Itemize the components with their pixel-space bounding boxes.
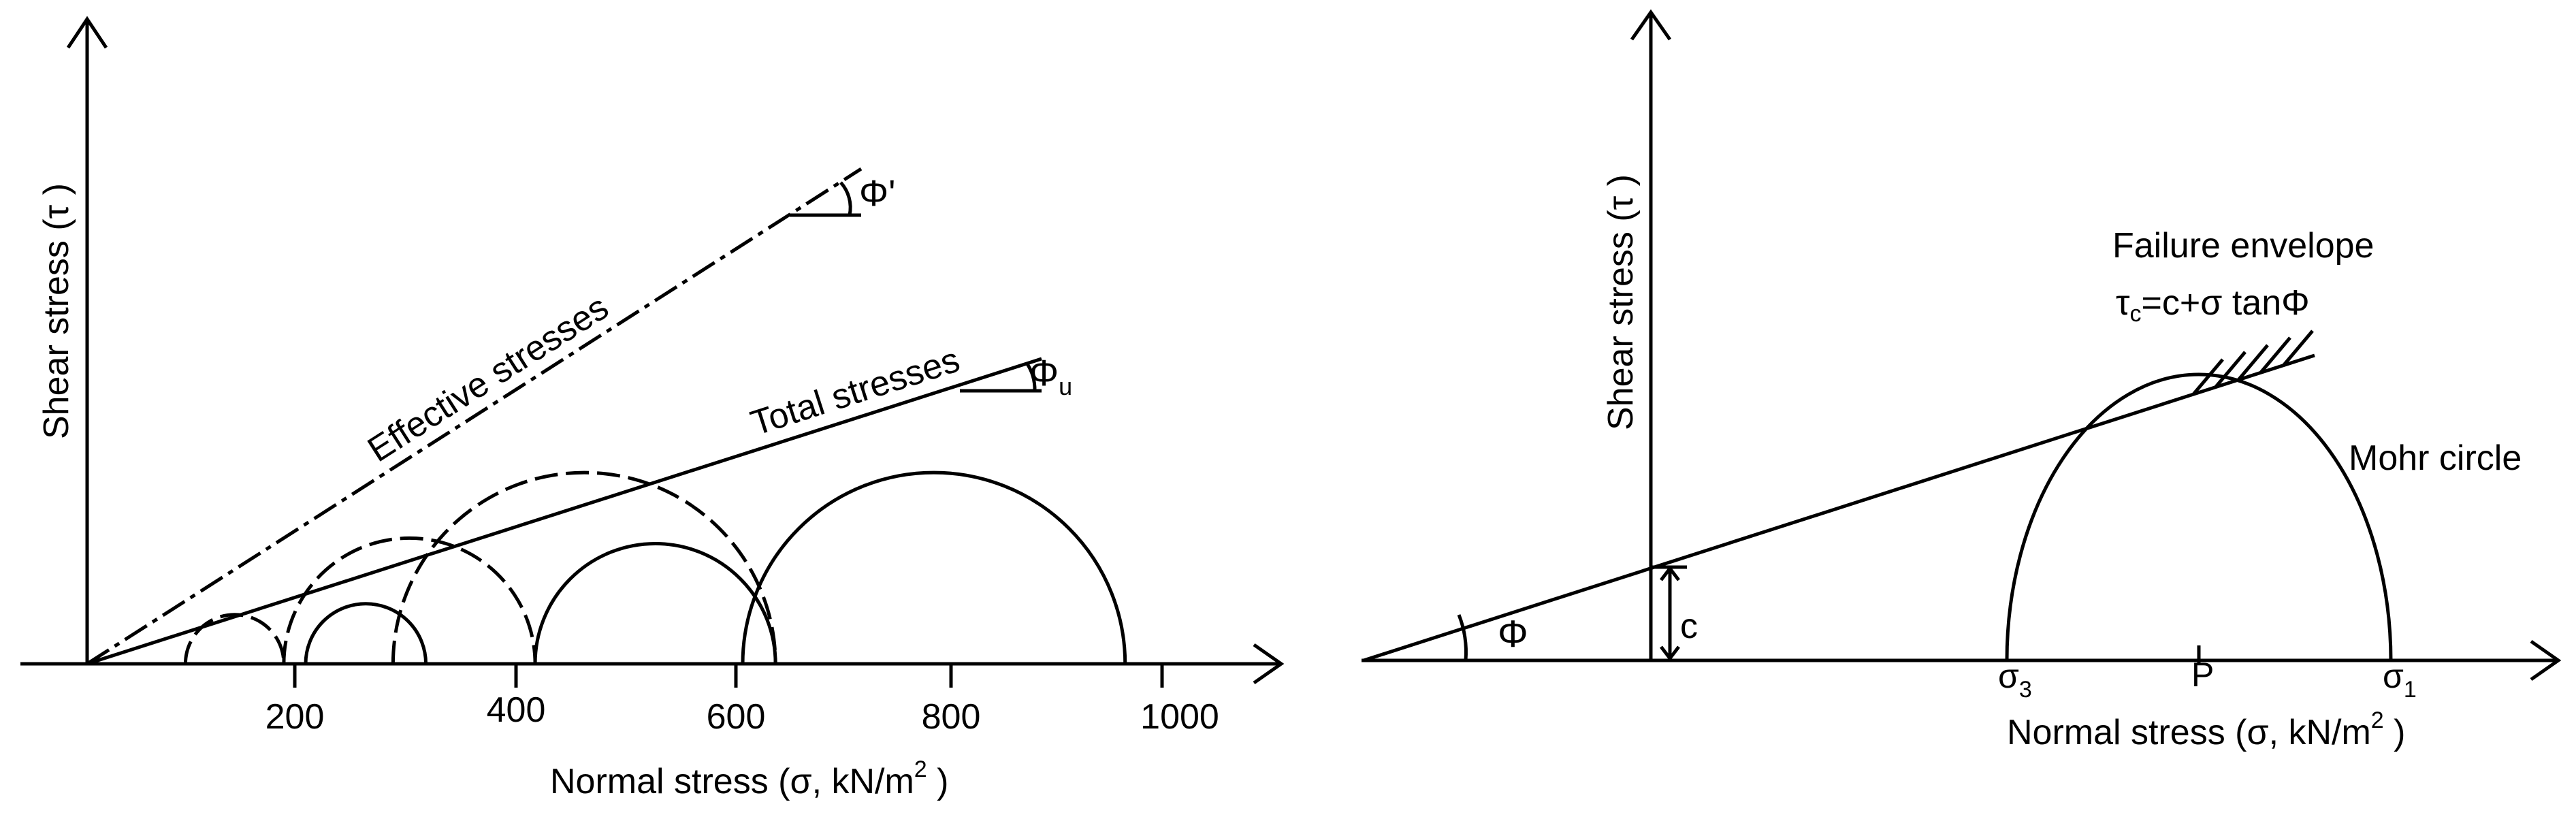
sigma3-label: σ3	[1998, 657, 2032, 703]
left-x-axis-arrow	[1253, 643, 1285, 685]
phi-arc	[1457, 614, 1468, 661]
mohr-circles-left	[183, 470, 1127, 664]
phi-u-label: Φu	[1029, 353, 1072, 400]
tick-label: 400	[487, 690, 546, 730]
left-diagram: 200 400 600 800 1000 Shear stress (τ ) N…	[20, 16, 1285, 801]
tick-label: 800	[922, 697, 981, 737]
failure-envelope-label: Failure envelope	[2112, 226, 2374, 266]
failure-envelope-equation: τc=c+σ tanΦ	[2116, 283, 2310, 327]
total-stress-circle-1	[304, 602, 428, 664]
failure-envelope-hatching	[2192, 330, 2314, 396]
effective-stress-circle-2	[282, 536, 537, 664]
phi-label: Φ	[1498, 612, 1528, 655]
phi-prime-label: Φ'	[859, 173, 895, 214]
tick-label: 1000	[1140, 697, 1219, 737]
right-x-axis-label: Normal stress (σ, kN/m2 )	[2007, 707, 2405, 752]
effective-stresses-label: Effective stresses	[361, 287, 615, 470]
center-p-label: P	[2191, 656, 2214, 694]
effective-stress-circle-1	[183, 613, 286, 664]
total-stresses-label: Total stresses	[746, 340, 964, 444]
sigma1-label: σ1	[2383, 657, 2417, 703]
total-stress-circle-2	[533, 542, 777, 664]
left-y-axis-label: Shear stress (τ )	[37, 183, 76, 439]
failure-envelope-line	[1363, 353, 2315, 662]
cohesion-label: c	[1680, 607, 1698, 646]
right-y-axis-arrow	[1630, 9, 1672, 41]
right-x-axis-arrow	[2530, 639, 2562, 682]
phi-prime-arc	[839, 181, 852, 216]
left-y-axis-arrow	[66, 16, 108, 49]
cohesion-arrow-head-bottom	[1660, 645, 1680, 662]
phi-u-arc	[1025, 362, 1037, 391]
total-stress-envelope	[86, 357, 1042, 666]
left-x-axis-label: Normal stress (σ, kN/m2 )	[550, 756, 948, 801]
right-diagram: Shear stress (τ ) Normal stress (σ, kN/m…	[1362, 9, 2562, 752]
mohr-circle	[2005, 372, 2393, 661]
mohr-circle-label: Mohr circle	[2349, 438, 2522, 478]
tick-label: 200	[265, 697, 325, 737]
right-y-axis-label: Shear stress (τ )	[1601, 174, 1641, 430]
total-stress-circle-3	[741, 470, 1127, 664]
effective-stress-circle-3	[391, 470, 777, 664]
effective-stress-envelope	[86, 167, 863, 666]
tick-label: 600	[707, 697, 766, 737]
